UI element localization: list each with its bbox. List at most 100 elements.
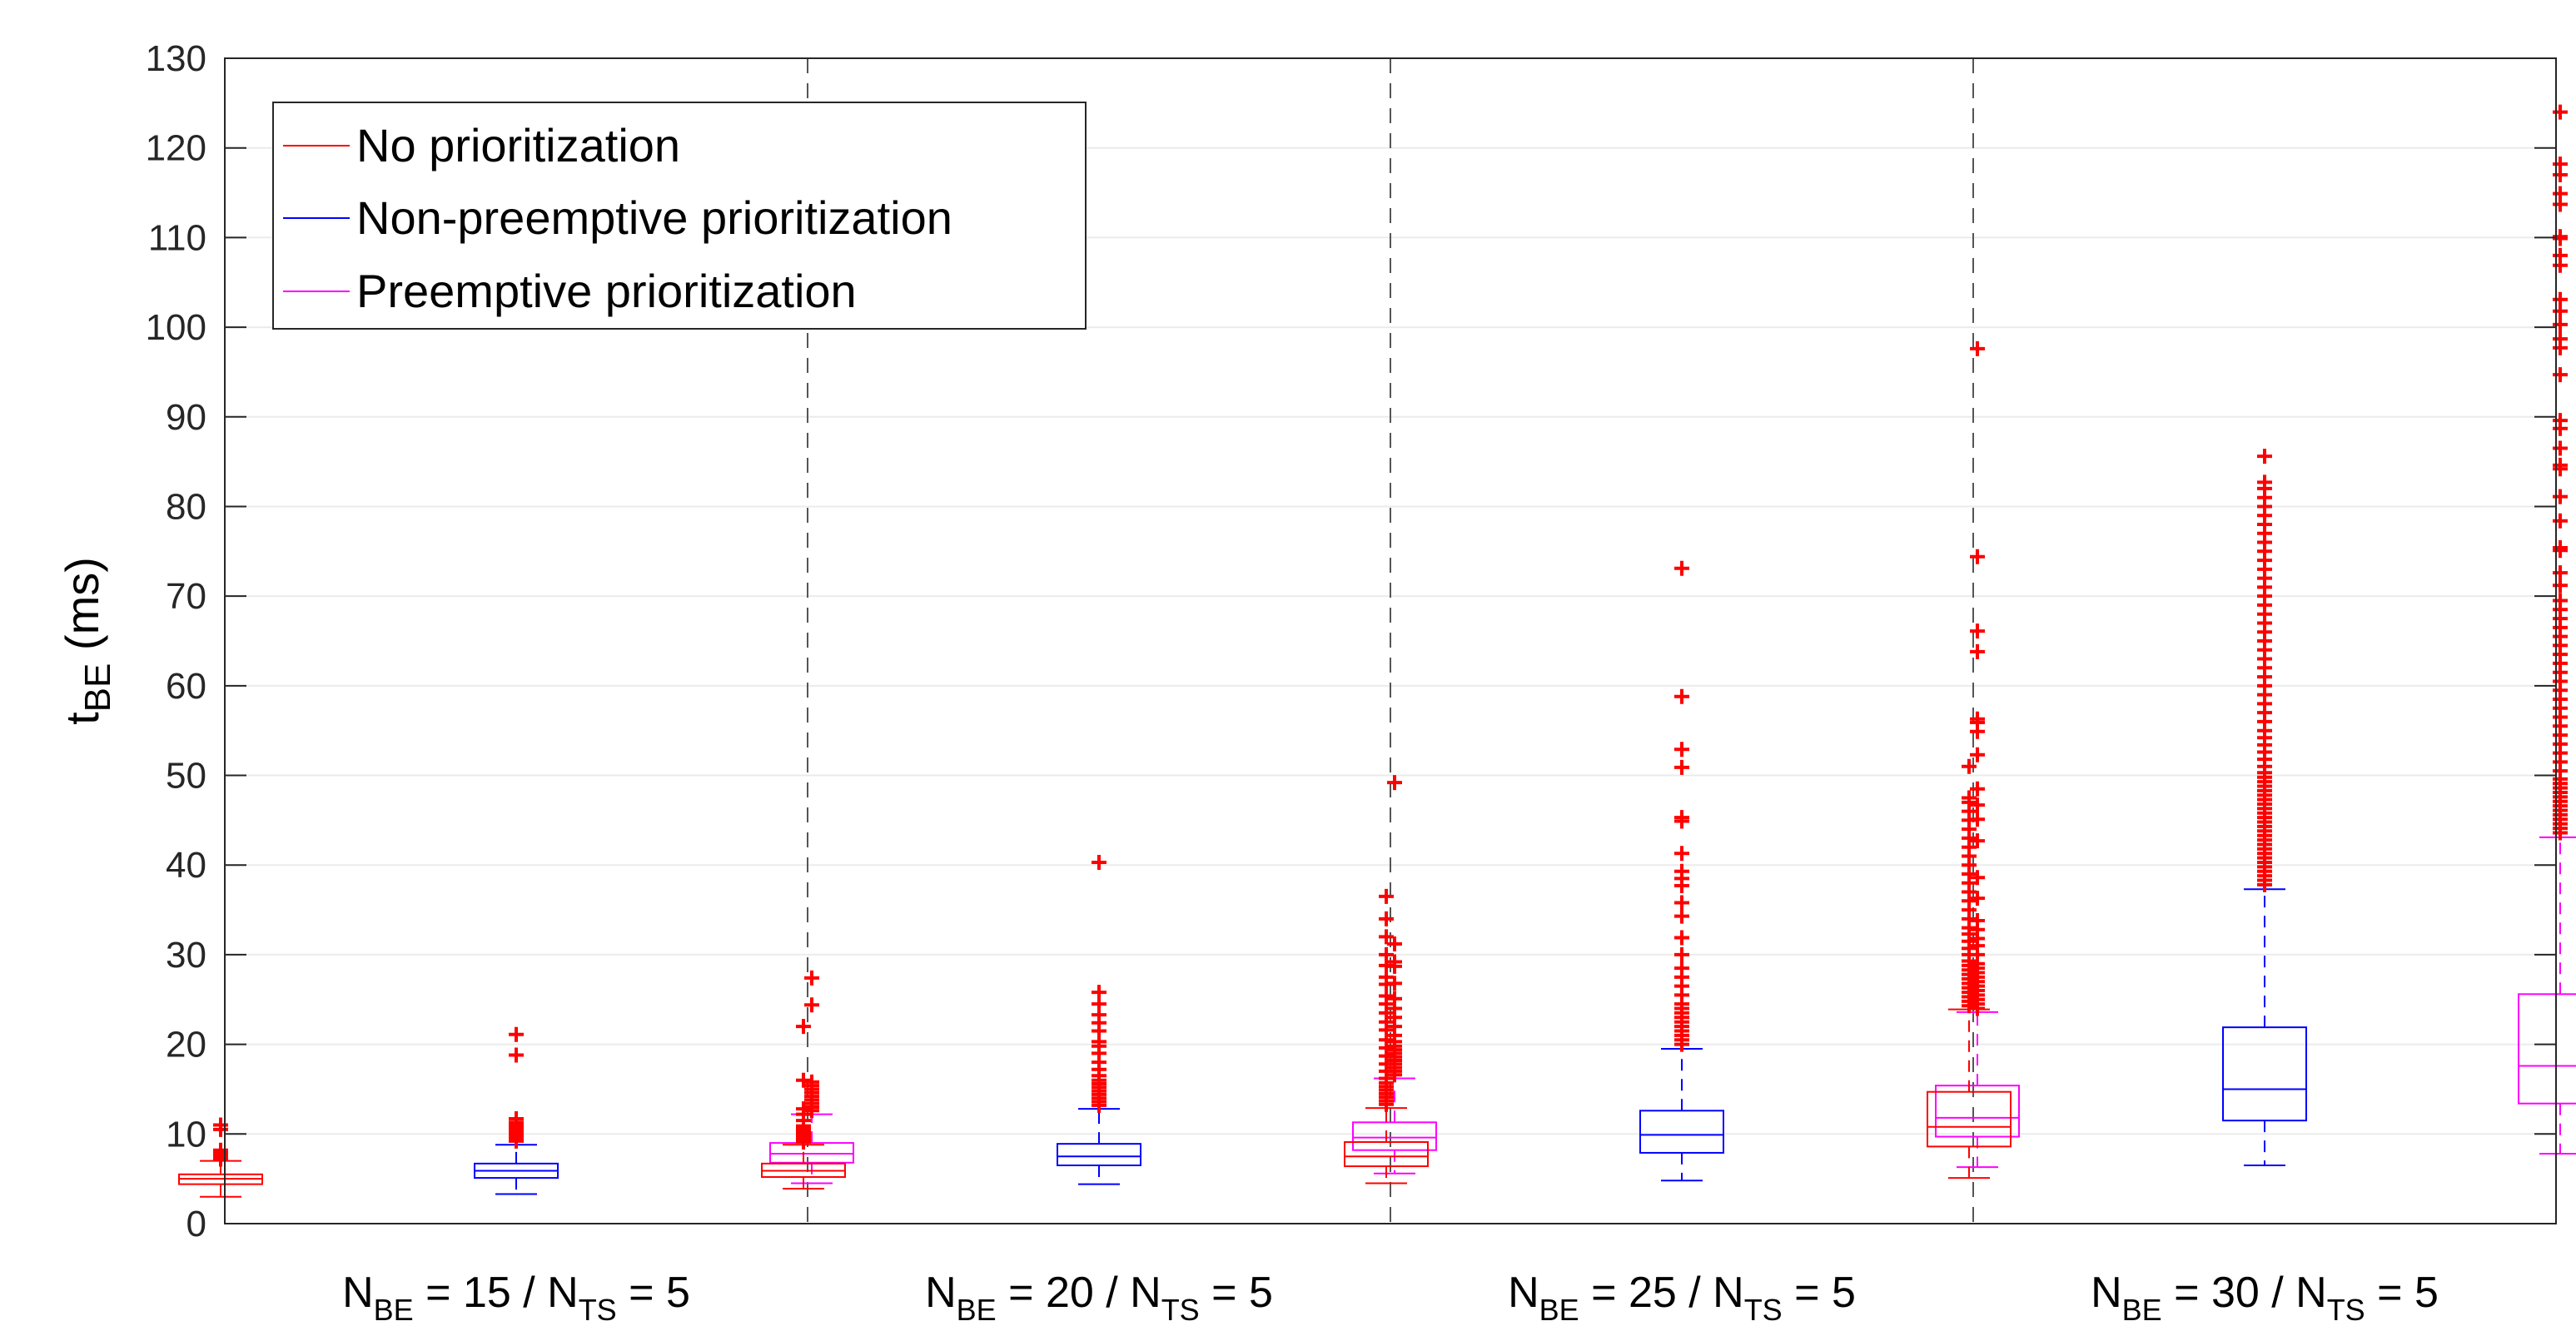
- outlier-marker: [796, 1072, 811, 1088]
- x-axis-group-labels: NBE = 15 / NTS = 5 NBE = 20 / NTS = 5 NBE …: [342, 1269, 2439, 1327]
- group-label-part: N: [1508, 1269, 1539, 1317]
- iqr-box: [1352, 1121, 1437, 1151]
- legend-label-non-preemptive-prioritization: Non-preemptive prioritization: [356, 191, 952, 244]
- outlier-marker: [1674, 759, 1689, 775]
- outlier-marker: [1379, 911, 1394, 926]
- outlier-marker: [1970, 340, 1985, 356]
- outlier-marker: [1674, 688, 1689, 704]
- y-tick-label: 60: [166, 666, 206, 707]
- y-tick-label: 10: [166, 1114, 206, 1155]
- outlier-marker: [1387, 936, 1402, 951]
- outlier-marker: [1674, 895, 1689, 911]
- iqr-box: [769, 1142, 854, 1164]
- group-label-part: BE: [957, 1293, 997, 1327]
- outlier-marker: [1970, 891, 1985, 906]
- outlier-marker: [1970, 833, 1985, 849]
- y-tick-label: 110: [148, 217, 206, 258]
- box-0-2: [769, 970, 854, 1185]
- group-label-part: BE: [374, 1293, 414, 1327]
- y-axis-label: tBE (ms): [56, 557, 118, 725]
- y-tick-label: 90: [166, 397, 206, 438]
- outlier-marker: [1970, 623, 1985, 639]
- outlier-marker: [1092, 985, 1106, 1001]
- group-label-3: NBE = 30 / NTS = 5: [2091, 1269, 2439, 1327]
- box-2-1: [1639, 560, 1724, 1182]
- group-label-part: = 5: [617, 1269, 690, 1317]
- outlier-marker: [1387, 991, 1402, 1006]
- iqr-box: [2518, 993, 2576, 1105]
- group-label-part: = 5: [1200, 1269, 1273, 1317]
- box-1-0: [761, 1019, 846, 1190]
- y-tick-label: 30: [166, 935, 206, 976]
- group-label-part: = 5: [2365, 1269, 2439, 1317]
- outlier-marker: [1674, 908, 1689, 924]
- box-2-0: [1344, 888, 1429, 1185]
- outlier-marker: [1387, 775, 1402, 791]
- outlier-marker: [1092, 855, 1106, 870]
- legend-label-preemptive-prioritization: Preemptive prioritization: [356, 265, 857, 317]
- group-label-1: NBE = 20 / NTS = 5: [925, 1269, 1273, 1327]
- outlier-marker: [1970, 747, 1985, 762]
- plot-area-frame: [224, 57, 2557, 1224]
- group-label-2: NBE = 25 / NTS = 5: [1508, 1269, 1856, 1327]
- group-label-part: = 30 / N: [2162, 1269, 2327, 1317]
- outlier-marker: [1674, 810, 1689, 826]
- group-label-part: BE: [1539, 1293, 1579, 1327]
- outlier-marker: [509, 1026, 524, 1042]
- group-label-part: BE: [2122, 1293, 2162, 1327]
- outlier-marker: [2257, 449, 2272, 464]
- outlier-marker: [1379, 929, 1394, 945]
- legend-box: [272, 102, 1087, 330]
- outlier-marker: [1970, 711, 1985, 727]
- group-label-0: NBE = 15 / NTS = 5: [342, 1269, 690, 1327]
- outlier-marker: [1674, 846, 1689, 862]
- y-tick-label: 120: [146, 128, 206, 169]
- box-2-2: [1935, 340, 2020, 1169]
- outlier-marker: [509, 1111, 524, 1126]
- group-separators: [807, 58, 1974, 1224]
- box-3-0: [1927, 758, 2012, 1180]
- outlier-marker: [509, 1047, 524, 1063]
- boxes-layer: [178, 104, 2576, 1198]
- outlier-marker: [1674, 863, 1689, 879]
- y-tick-label: 130: [146, 38, 206, 79]
- group-label-part: N: [925, 1269, 957, 1317]
- y-tick-label: 50: [166, 756, 206, 797]
- box-1-1: [1057, 855, 1141, 1185]
- group-label-part: TS: [1744, 1293, 1783, 1327]
- group-label-part: = 5: [1783, 1269, 1856, 1317]
- outlier-marker: [1379, 888, 1394, 904]
- outlier-marker: [1674, 930, 1689, 946]
- iqr-box: [1057, 1143, 1141, 1166]
- y-tick-label: 0: [186, 1204, 206, 1244]
- outlier-marker: [804, 970, 819, 986]
- iqr-box: [2222, 1026, 2307, 1122]
- iqr-box: [1927, 1090, 2012, 1148]
- legend: No prioritization Non-preemptive priorit…: [272, 102, 1087, 330]
- group-label-part: N: [342, 1269, 374, 1317]
- group-label-part: N: [2091, 1269, 2122, 1317]
- outlier-marker: [1674, 961, 1689, 976]
- outlier-marker: [2257, 474, 2272, 490]
- outlier-marker: [1970, 797, 1985, 813]
- iqr-box: [1344, 1141, 1429, 1168]
- outlier-marker: [1970, 913, 1985, 928]
- group-label-part: = 20 / N: [997, 1269, 1161, 1317]
- group-label-part: = 25 / N: [1579, 1269, 1744, 1317]
- group-label-part: TS: [2327, 1293, 2365, 1327]
- group-label-part: TS: [579, 1293, 617, 1327]
- outlier-marker: [1970, 549, 1985, 564]
- outlier-marker: [1962, 758, 1977, 774]
- outlier-marker: [1674, 946, 1689, 962]
- outlier-marker: [1970, 781, 1985, 797]
- outlier-marker: [796, 1019, 811, 1035]
- y-axis-label-main: t: [56, 712, 108, 725]
- box-0-1: [474, 1026, 559, 1195]
- y-tick-label: 80: [166, 486, 206, 527]
- outlier-marker: [1970, 870, 1985, 886]
- group-label-part: = 15 / N: [414, 1269, 579, 1317]
- y-axis-label-subscript: BE: [77, 663, 118, 713]
- outlier-marker: [1379, 946, 1394, 962]
- box-3-1: [2222, 449, 2307, 1166]
